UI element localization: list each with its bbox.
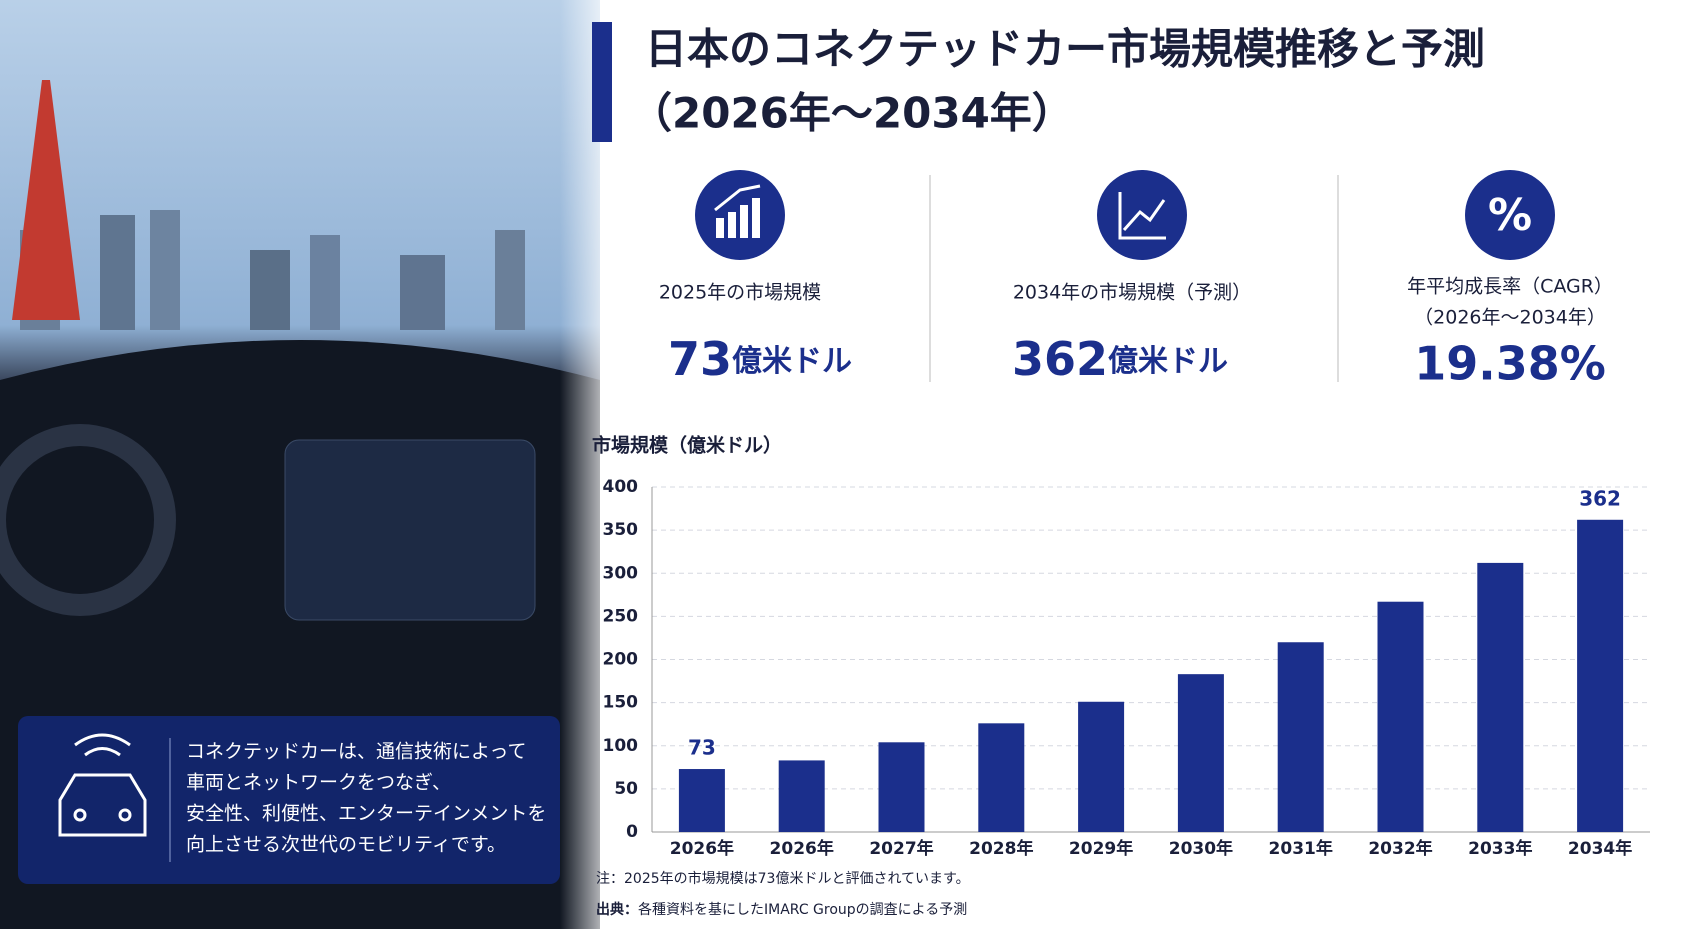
kpi-label: 2025年の市場規模 xyxy=(659,282,821,304)
kpi-value: 73億米ドル xyxy=(668,332,852,386)
bar xyxy=(978,723,1025,832)
kpi-value: 362億米ドル xyxy=(1012,332,1228,386)
y-tick-label: 200 xyxy=(603,650,639,670)
y-tick-label: 150 xyxy=(603,693,639,713)
kpi-number: 362 xyxy=(1012,332,1108,386)
x-tick-label: 2030年 xyxy=(1169,838,1233,859)
bar xyxy=(778,760,825,832)
kpi-label: 年平均成長率（CAGR） xyxy=(1407,276,1613,298)
bar xyxy=(1177,674,1224,832)
info-card xyxy=(18,716,560,884)
bar xyxy=(878,742,925,832)
kpi-unit: 億米ドル xyxy=(1108,344,1228,379)
kpi-number: 73 xyxy=(668,332,732,386)
x-tick-label: 2031年 xyxy=(1269,838,1333,859)
y-tick-label: 0 xyxy=(626,822,638,842)
x-tick-label: 2033年 xyxy=(1468,838,1532,859)
bar xyxy=(1477,562,1524,832)
y-tick-label: 50 xyxy=(614,779,638,799)
kpi-value: 19.38% xyxy=(1414,337,1606,391)
bar xyxy=(1078,701,1125,832)
value-label: 73 xyxy=(688,736,716,760)
y-tick-label: 350 xyxy=(603,520,639,540)
y-tick-label: 250 xyxy=(603,606,639,626)
x-tick-label: 2026年 xyxy=(670,838,734,859)
kpi-label: 2034年の市場規模（予測） xyxy=(1013,282,1251,304)
source: 出典：各種資料を基にしたIMARC Groupの調査による予測 xyxy=(596,901,967,918)
info-text: 車両とネットワークをつなぎ、 xyxy=(186,772,451,794)
info-text: コネクテッドカーは、通信技術によって xyxy=(186,741,526,763)
title-bar xyxy=(592,22,612,142)
x-tick-label: 2032年 xyxy=(1368,838,1432,859)
y-axis-title: 市場規模（億米ドル） xyxy=(592,434,782,457)
car-icon xyxy=(58,733,147,837)
value-label: 362 xyxy=(1579,486,1621,510)
kpi-label: （2026年～2034年） xyxy=(1414,307,1606,329)
x-tick-label: 2034年 xyxy=(1568,838,1632,859)
title: （2026年～2034年） xyxy=(630,89,1074,138)
y-tick-label: 300 xyxy=(603,563,639,583)
bar xyxy=(1577,519,1624,832)
bar xyxy=(678,769,725,832)
info-text: 向上させる次世代のモビリティです。 xyxy=(186,834,506,856)
kpi-icons: % xyxy=(695,170,1555,260)
bar xyxy=(1377,601,1424,832)
x-tick-label: 2028年 xyxy=(969,838,1033,859)
title: 日本のコネクテッドカー市場規模推移と予測 xyxy=(645,25,1485,74)
source-text: 各種資料を基にしたIMARC Groupの調査による予測 xyxy=(638,901,967,918)
info-text: 安全性、利便性、エンターテインメントを xyxy=(186,803,546,825)
svg-text:%: % xyxy=(1488,190,1532,241)
y-tick-label: 100 xyxy=(603,736,639,756)
x-tick-label: 2026年 xyxy=(770,838,834,859)
bar xyxy=(1277,642,1324,832)
x-tick-label: 2029年 xyxy=(1069,838,1133,859)
y-tick-label: 400 xyxy=(603,477,639,497)
kpi-unit: 億米ドル xyxy=(732,344,852,379)
x-tick-label: 2027年 xyxy=(869,838,933,859)
note: 注：2025年の市場規模は73億米ドルと評価されています。 xyxy=(596,870,970,887)
source-label: 出典： xyxy=(596,901,638,918)
